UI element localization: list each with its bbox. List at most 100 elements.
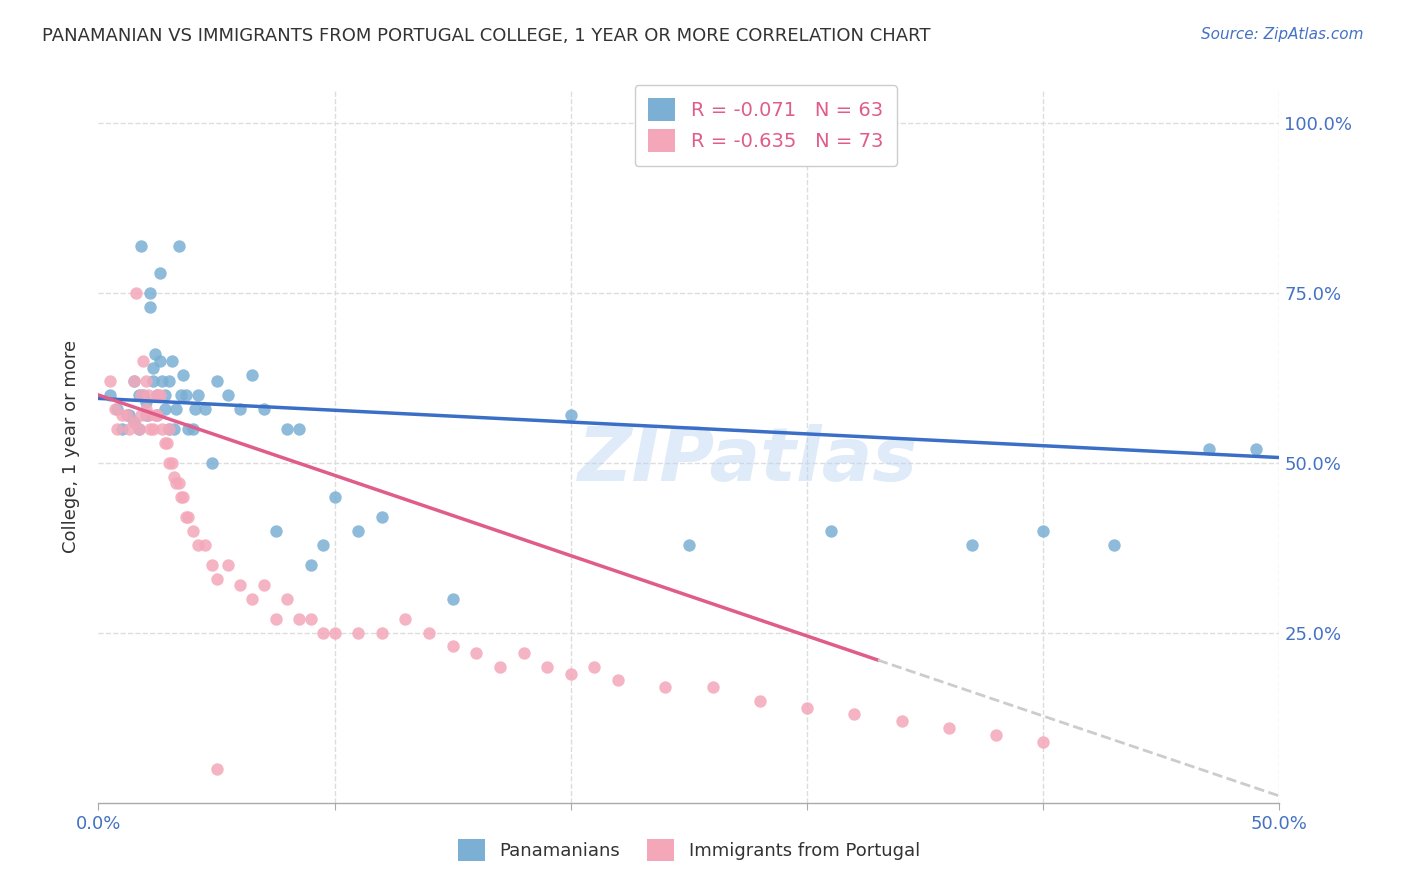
Point [560, 666, 582, 681]
Point [160, 354, 183, 368]
Point [229, 578, 252, 592]
Point [165, 401, 187, 416]
Point [984, 728, 1007, 742]
Point [174, 510, 197, 524]
Point [150, 375, 173, 389]
Text: Source: ZipAtlas.com: Source: ZipAtlas.com [1201, 27, 1364, 42]
Point [441, 591, 464, 606]
Point [187, 537, 209, 551]
Point [796, 700, 818, 714]
Point [347, 524, 370, 538]
Point [142, 422, 165, 436]
Y-axis label: College, 1 year or more: College, 1 year or more [62, 340, 80, 552]
Point [143, 409, 166, 423]
Point [149, 354, 172, 368]
Point [118, 422, 141, 436]
Point [229, 401, 252, 416]
Point [177, 510, 200, 524]
Point [312, 626, 335, 640]
Point [170, 490, 193, 504]
Point [135, 401, 157, 416]
Point [371, 510, 394, 524]
Point [132, 388, 155, 402]
Point [167, 476, 190, 491]
Point [128, 422, 150, 436]
Point [748, 694, 770, 708]
Point [98, 388, 121, 402]
Point [135, 375, 157, 389]
Point [111, 409, 134, 423]
Point [312, 537, 335, 551]
Point [136, 409, 159, 423]
Point [146, 409, 169, 423]
Point [299, 612, 322, 626]
Point [129, 388, 152, 402]
Point [288, 612, 311, 626]
Point [205, 375, 228, 389]
Point [844, 707, 866, 722]
Text: ZIPatlas: ZIPatlas [578, 424, 918, 497]
Point [98, 375, 121, 389]
Point [163, 422, 186, 436]
Point [160, 456, 183, 470]
Point [156, 435, 179, 450]
Point [253, 578, 276, 592]
Point [1032, 734, 1054, 748]
Point [157, 456, 180, 470]
Point [201, 456, 224, 470]
Point [129, 409, 152, 423]
Point [136, 388, 159, 402]
Point [167, 238, 190, 252]
Point [150, 422, 173, 436]
Point [118, 409, 141, 423]
Point [1244, 442, 1267, 457]
Point [181, 524, 204, 538]
Point [678, 537, 700, 551]
Point [146, 409, 169, 423]
Point [299, 558, 322, 572]
Point [702, 680, 724, 694]
Point [217, 558, 239, 572]
Point [170, 388, 193, 402]
Point [441, 640, 464, 654]
Point [323, 626, 346, 640]
Point [149, 388, 172, 402]
Point [240, 368, 263, 382]
Point [139, 300, 162, 314]
Point [288, 422, 311, 436]
Point [122, 375, 145, 389]
Point [194, 401, 217, 416]
Point [153, 435, 176, 450]
Point [276, 422, 298, 436]
Point [129, 238, 152, 252]
Point [201, 558, 224, 572]
Point [157, 422, 180, 436]
Point [323, 490, 346, 504]
Point [128, 388, 150, 402]
Point [139, 422, 162, 436]
Point [122, 375, 145, 389]
Point [820, 524, 842, 538]
Point [938, 721, 960, 735]
Point [512, 646, 534, 660]
Point [157, 375, 180, 389]
Point [153, 388, 176, 402]
Point [371, 626, 394, 640]
Point [105, 422, 128, 436]
Point [264, 524, 287, 538]
Point [146, 388, 169, 402]
Point [111, 422, 134, 436]
Point [135, 394, 157, 409]
Point [172, 490, 194, 504]
Point [583, 660, 606, 674]
Point [149, 266, 172, 280]
Point [1102, 537, 1125, 551]
Point [172, 368, 194, 382]
Point [264, 612, 287, 626]
Point [654, 680, 676, 694]
Point [105, 401, 128, 416]
Point [128, 422, 150, 436]
Point [142, 375, 165, 389]
Point [157, 422, 180, 436]
Legend: Panamanians, Immigrants from Portugal: Panamanians, Immigrants from Portugal [447, 829, 931, 872]
